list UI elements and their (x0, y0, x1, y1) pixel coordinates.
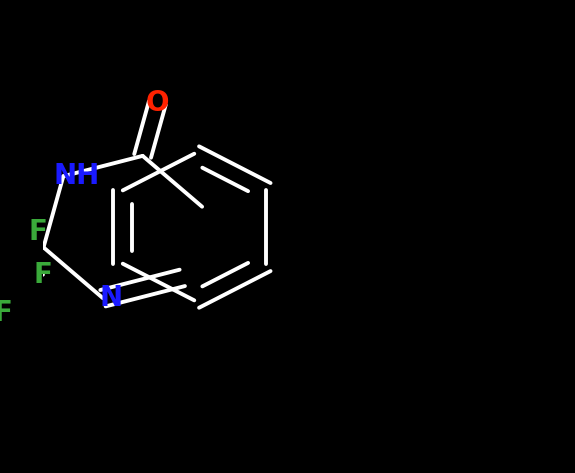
Text: F: F (0, 298, 13, 326)
Text: O: O (145, 89, 169, 117)
Text: F: F (33, 261, 52, 289)
Text: NH: NH (53, 162, 99, 190)
Text: F: F (28, 218, 47, 246)
Text: N: N (99, 284, 122, 312)
